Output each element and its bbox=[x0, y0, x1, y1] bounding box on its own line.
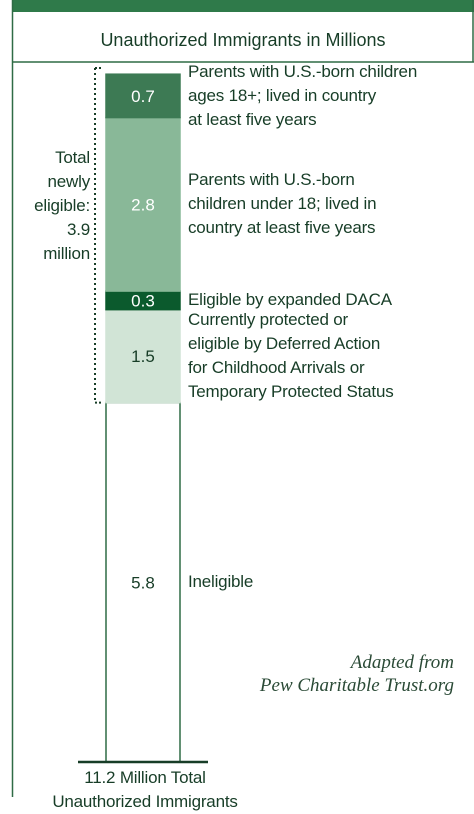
bar-segment bbox=[105, 73, 181, 119]
source: Adapted from bbox=[350, 652, 454, 673]
segment-label: at least five years bbox=[188, 109, 317, 129]
segment-label: Currently protected or bbox=[188, 310, 349, 330]
annotation: Total bbox=[55, 148, 90, 167]
value-label: 0.3 bbox=[131, 291, 155, 310]
value-label: 0.7 bbox=[131, 87, 155, 106]
page: {"chart_data": { "type": "stacked-bar", … bbox=[11, 0, 474, 811]
source: Pew Charitable Trust.org bbox=[259, 675, 454, 696]
value-label: 2.8 bbox=[131, 195, 155, 214]
segment-label: Temporary Protected Status bbox=[188, 382, 394, 402]
segment-label: children under 18; lived in bbox=[188, 194, 377, 214]
bar-segment bbox=[105, 308, 181, 404]
x-label: 11.2 Million Total bbox=[84, 768, 206, 787]
segment-label: ages 18+; lived in country bbox=[188, 85, 377, 105]
segment-label: eligible by Deferred Action bbox=[188, 334, 381, 354]
x-label: Unauthorized Immigrants bbox=[52, 792, 238, 811]
annotation: eligible: bbox=[34, 196, 90, 215]
segment-label: Parents with U.S.-born children bbox=[188, 61, 418, 81]
annotation: 3.9 bbox=[66, 220, 90, 239]
bar-segment bbox=[105, 116, 181, 292]
annotation: newly bbox=[47, 172, 91, 191]
value-label: 5.8 bbox=[131, 573, 155, 592]
bar-segment bbox=[105, 401, 181, 763]
segment-label: for Childhood Arrivals or bbox=[188, 358, 365, 378]
segment-label: Parents with U.S.-born bbox=[188, 170, 355, 190]
annotation: million bbox=[43, 244, 90, 263]
header-band bbox=[12, 0, 474, 12]
segment-label: Ineligible bbox=[188, 572, 254, 592]
value-label: 1.5 bbox=[131, 347, 155, 366]
segment-label: Eligible by expanded DACA bbox=[188, 290, 392, 310]
chart: 5.8 1.5 0.3 2.8 0.7 bbox=[11, 0, 474, 797]
chart-title: Unauthorized Immigrants in Millions bbox=[100, 30, 386, 50]
segment-label: country at least five years bbox=[188, 218, 376, 238]
